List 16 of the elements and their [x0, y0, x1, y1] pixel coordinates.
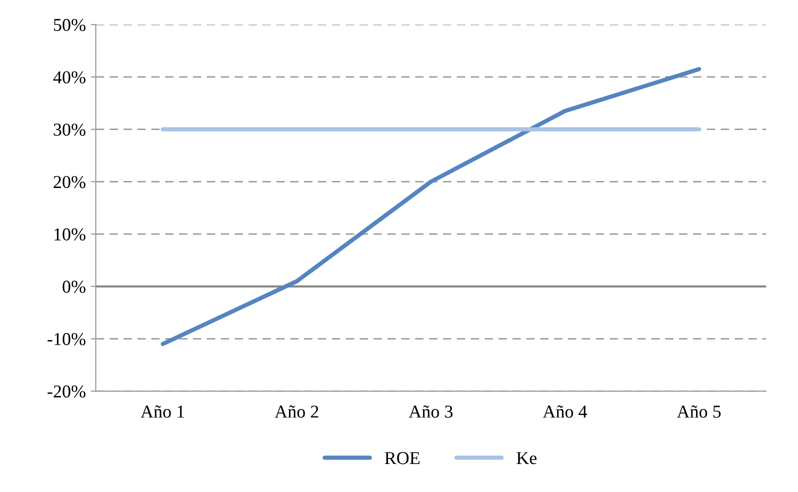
y-tick-label: -10% [48, 333, 86, 346]
line-series [160, 67, 702, 346]
y-tick-label: 0% [62, 280, 86, 293]
y-tick-label: 50% [54, 18, 86, 32]
legend-label: ROE [384, 452, 420, 464]
x-tick-label: Año 5 [676, 405, 721, 418]
x-tick-label: Año 2 [274, 405, 318, 418]
y-tick-label: 10% [54, 228, 86, 241]
x-tick-label: Año 4 [542, 405, 588, 418]
y-tick-label: -20% [48, 385, 86, 398]
y-tick-label: 20% [54, 176, 86, 188]
legend-label: Ke [516, 452, 537, 464]
x-tick-label: Año 1 [140, 405, 184, 418]
x-tick-label: Año 3 [408, 405, 453, 418]
y-tick-label: 30% [54, 124, 86, 136]
y-tick-label: 40% [53, 71, 86, 84]
